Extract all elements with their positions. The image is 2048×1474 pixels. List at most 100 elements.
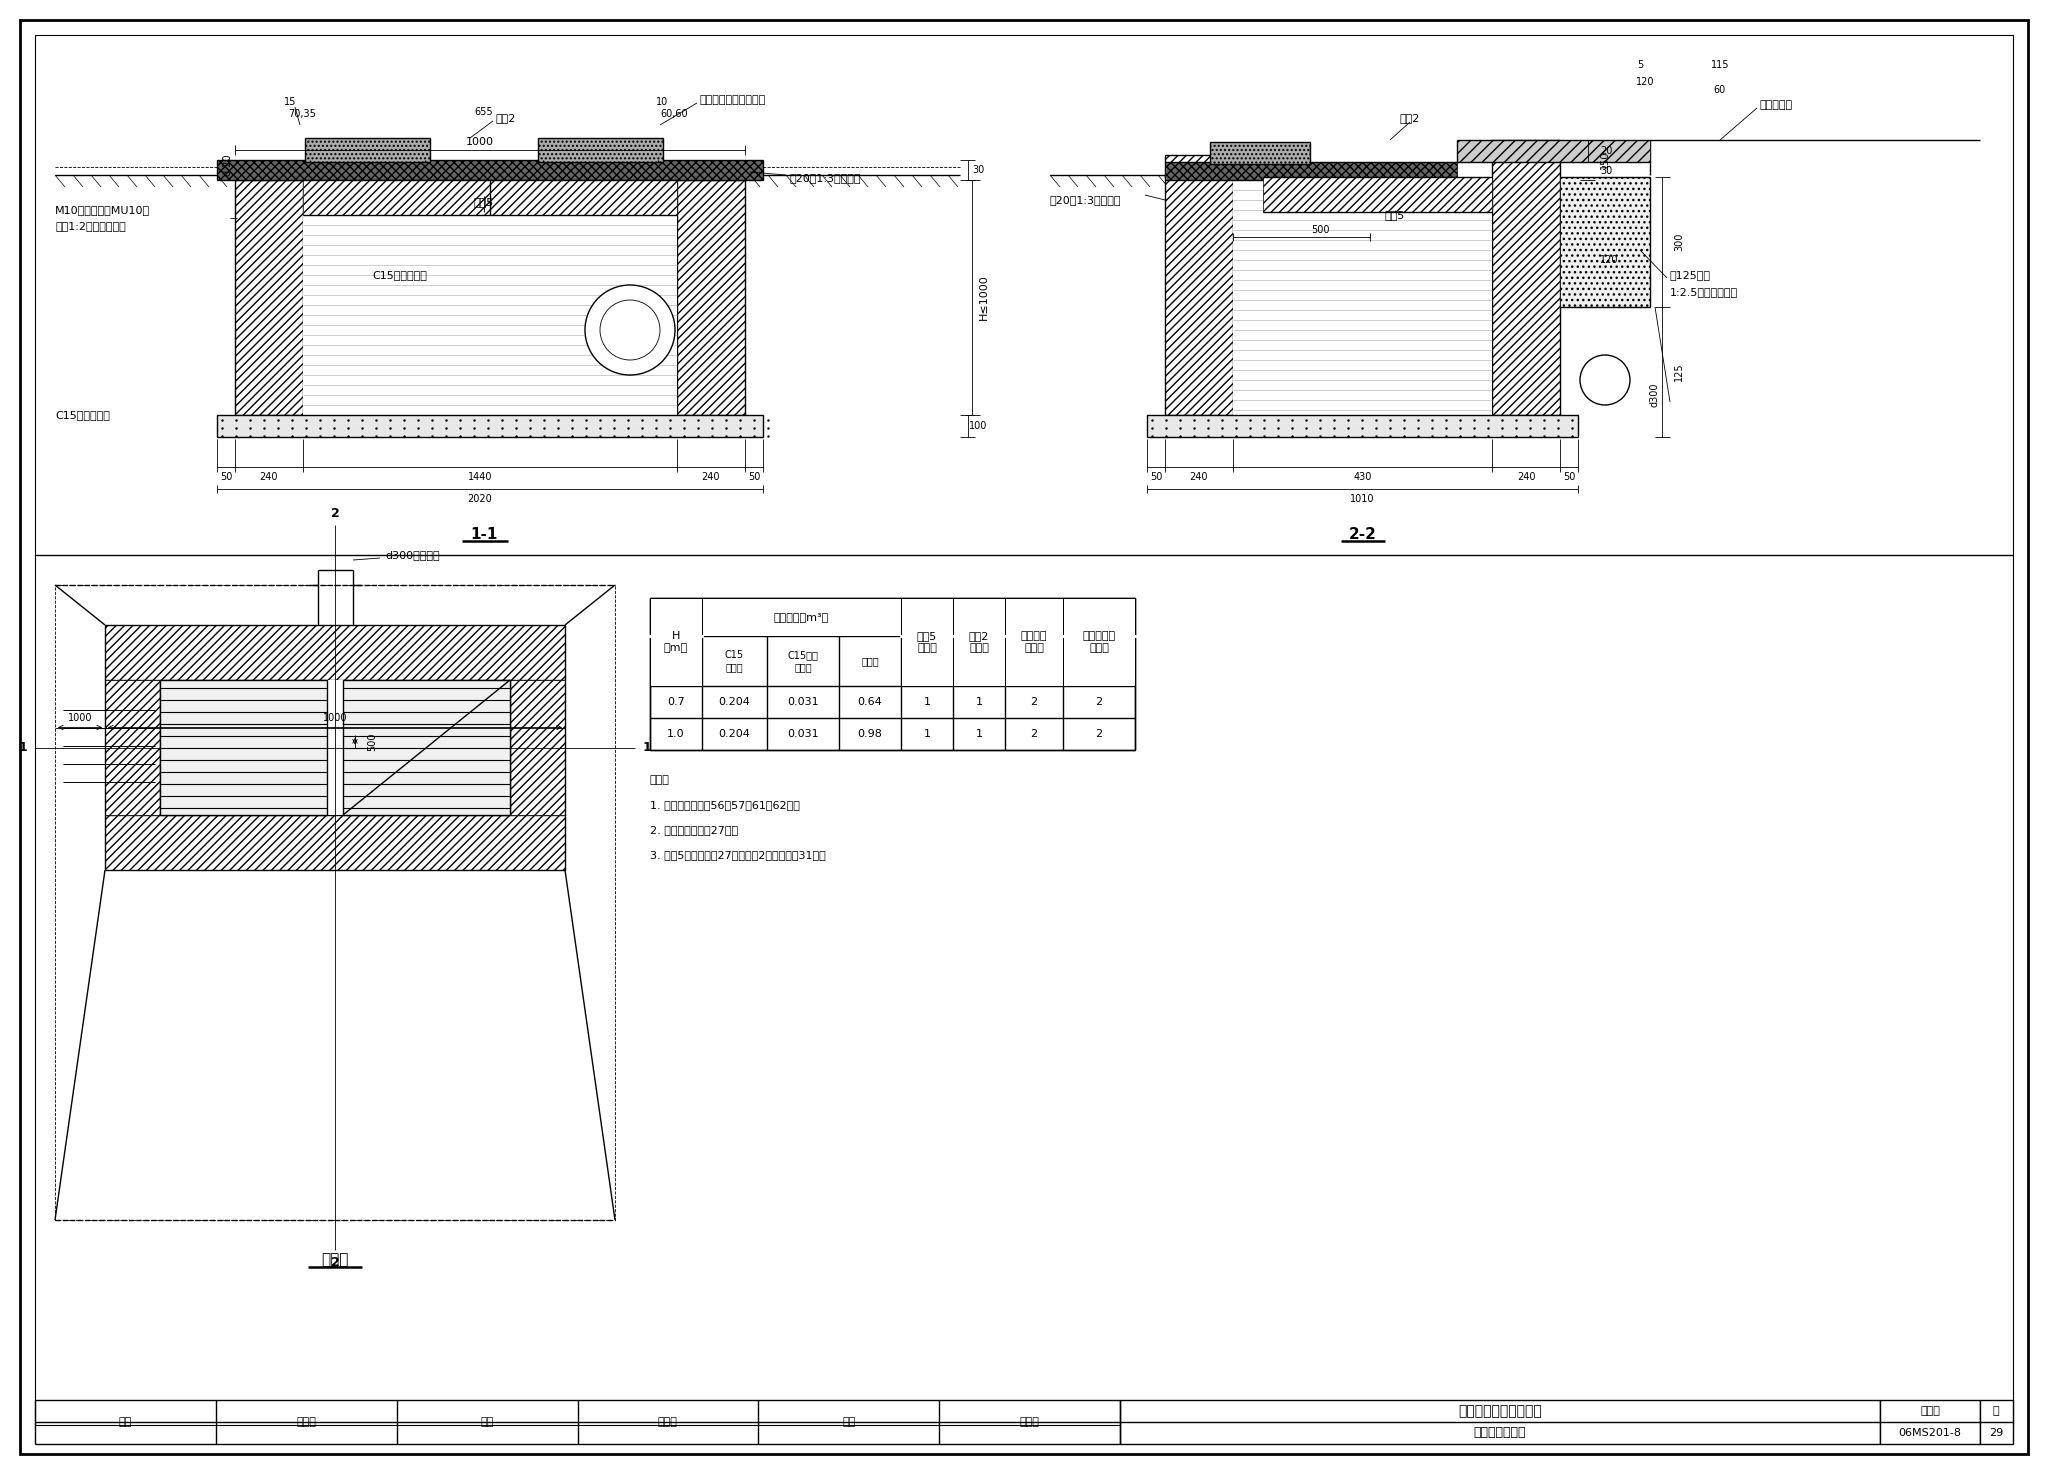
Text: 审核: 审核 <box>119 1417 131 1427</box>
Text: 混凝土井圈
（个）: 混凝土井圈 （个） <box>1083 631 1116 653</box>
Text: 设计: 设计 <box>842 1417 856 1427</box>
Bar <box>1456 140 1651 162</box>
Text: C15细石
混凝土: C15细石 混凝土 <box>788 650 819 672</box>
Text: 120: 120 <box>1636 77 1655 87</box>
Text: 120: 120 <box>1599 255 1618 265</box>
Text: 1-1: 1-1 <box>471 526 498 541</box>
Bar <box>104 815 565 870</box>
Text: 15: 15 <box>285 97 297 108</box>
Text: 墙内1:2水泥砂浆勾缝: 墙内1:2水泥砂浆勾缝 <box>55 221 125 231</box>
Text: 1000: 1000 <box>467 137 494 147</box>
Bar <box>678 180 745 416</box>
Text: 座20厚1:3水泥砂浆: 座20厚1:3水泥砂浆 <box>1051 195 1122 205</box>
Bar <box>1233 177 1493 416</box>
Text: 1010: 1010 <box>1350 494 1374 504</box>
Text: 0.64: 0.64 <box>858 697 883 708</box>
Text: 60,60: 60,60 <box>659 109 688 119</box>
Bar <box>1120 1400 1880 1445</box>
Text: 2: 2 <box>1096 730 1102 738</box>
Text: 20: 20 <box>1599 146 1612 156</box>
Text: 2: 2 <box>1096 697 1102 708</box>
Bar <box>236 180 303 416</box>
Circle shape <box>1579 355 1630 405</box>
Text: 王儒山: 王儒山 <box>297 1417 315 1427</box>
Text: 30: 30 <box>973 165 985 175</box>
Bar <box>217 161 764 180</box>
Text: （混凝土井圈）: （混凝土井圈） <box>1475 1427 1526 1440</box>
Bar <box>1264 177 1493 212</box>
Bar <box>510 680 565 815</box>
Text: 1. 篦子见本图集第56、57、61、62页。: 1. 篦子见本图集第56、57、61、62页。 <box>649 800 801 811</box>
Text: 0.204: 0.204 <box>719 730 750 738</box>
Text: 0.031: 0.031 <box>786 730 819 738</box>
Text: M10水泥砂浆砌MU10砖: M10水泥砂浆砌MU10砖 <box>55 205 150 215</box>
Text: 2: 2 <box>330 507 340 519</box>
Text: 1: 1 <box>975 697 983 708</box>
Text: 温丽晖: 温丽晖 <box>1020 1417 1040 1427</box>
Bar <box>649 598 1135 750</box>
Bar <box>303 180 678 215</box>
Bar <box>1063 598 1135 685</box>
Bar <box>651 598 702 685</box>
Bar <box>901 598 952 685</box>
Text: 1: 1 <box>18 741 27 755</box>
Text: 1:2.5水泥砂浆抹面: 1:2.5水泥砂浆抹面 <box>1669 287 1739 296</box>
Text: 50: 50 <box>1149 472 1161 482</box>
Text: 1440: 1440 <box>467 472 492 482</box>
Text: 125: 125 <box>1673 363 1683 382</box>
Text: 图集号: 图集号 <box>1921 1406 1939 1417</box>
Text: 500: 500 <box>367 733 377 750</box>
Text: 1000: 1000 <box>324 712 348 722</box>
Text: 2: 2 <box>330 1256 340 1269</box>
Text: 3. 过梁5见本图集第27页、盖板2见本图集第31页。: 3. 过梁5见本图集第27页、盖板2见本图集第31页。 <box>649 850 825 859</box>
Bar <box>1165 155 1264 177</box>
Text: 混凝土井圈及铸铁篦子: 混凝土井圈及铸铁篦子 <box>700 94 766 105</box>
Circle shape <box>600 301 659 360</box>
Text: 铸铁篦子
（个）: 铸铁篦子 （个） <box>1020 631 1047 653</box>
Text: 1: 1 <box>975 730 983 738</box>
Bar <box>1165 175 1233 416</box>
Text: 过梁5: 过梁5 <box>473 198 494 206</box>
Text: 430: 430 <box>1354 472 1372 482</box>
Text: 2-2: 2-2 <box>1348 526 1376 541</box>
Bar <box>303 180 678 416</box>
Bar <box>1147 416 1579 436</box>
Text: C15
混凝土: C15 混凝土 <box>725 650 743 672</box>
Bar <box>1561 177 1651 307</box>
Text: 655: 655 <box>475 108 494 116</box>
Text: 盛奕节: 盛奕节 <box>657 1417 678 1427</box>
Text: C15细石混凝土: C15细石混凝土 <box>373 270 428 280</box>
Text: 座20厚1:3水泥砂浆: 座20厚1:3水泥砂浆 <box>791 172 862 183</box>
Bar <box>104 680 160 815</box>
Text: 115: 115 <box>1710 60 1729 69</box>
Text: 校对: 校对 <box>481 1417 494 1427</box>
Bar <box>305 139 430 162</box>
Text: 说明：: 说明： <box>649 775 670 786</box>
Text: 60: 60 <box>1714 85 1726 94</box>
Text: 29: 29 <box>1989 1428 2003 1439</box>
Text: 150: 150 <box>1599 150 1610 170</box>
Text: 0.7: 0.7 <box>668 697 684 708</box>
Bar <box>702 598 901 635</box>
Text: d300: d300 <box>1651 383 1661 407</box>
Text: 70,35: 70,35 <box>289 109 315 119</box>
Text: 盖板2
（块）: 盖板2 （块） <box>969 631 989 653</box>
Text: 发125砖券: 发125砖券 <box>1669 270 1710 280</box>
Text: d300雨水口管: d300雨水口管 <box>385 550 440 560</box>
Text: 0.204: 0.204 <box>719 697 750 708</box>
Text: 盖板2: 盖板2 <box>496 113 516 122</box>
Bar <box>1006 598 1063 685</box>
Text: 50: 50 <box>219 472 231 482</box>
Text: 过梁5
（根）: 过梁5 （根） <box>918 631 938 653</box>
Bar <box>104 625 565 680</box>
Text: 1: 1 <box>924 730 930 738</box>
Text: 1000: 1000 <box>68 712 92 722</box>
Text: 50: 50 <box>748 472 760 482</box>
Text: 人行道铺装: 人行道铺装 <box>1759 100 1794 111</box>
Text: 2. 井圈见本图集第27页。: 2. 井圈见本图集第27页。 <box>649 825 737 834</box>
Bar <box>1210 142 1311 164</box>
Bar <box>1493 140 1561 416</box>
Circle shape <box>586 284 676 374</box>
Text: 1: 1 <box>643 741 651 755</box>
Text: 30: 30 <box>1599 167 1612 175</box>
